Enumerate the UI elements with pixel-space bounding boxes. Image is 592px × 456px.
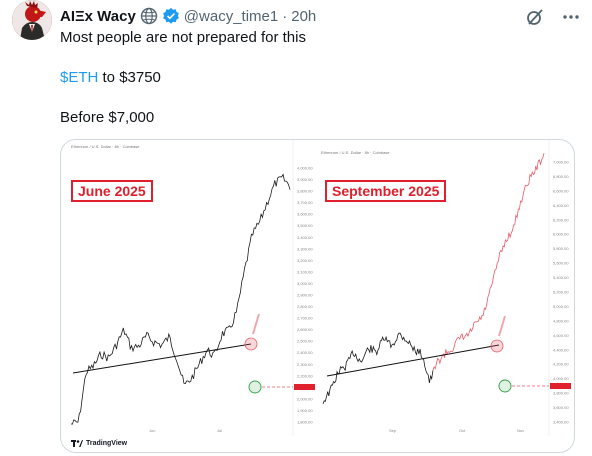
separator-dot: ·	[282, 7, 288, 25]
chart-panel-june: Ethereum / U.S. Dollar · 8h · Coinbase 4…	[65, 140, 315, 436]
price-axis-label: 1,900.00	[297, 408, 313, 413]
arrow-marker	[252, 313, 260, 335]
chart-september-svg: 7,000.00 6,800.00 6,600.00 6,400.00 6,200.00…	[322, 140, 571, 436]
chart-label-june: June 2025	[71, 180, 153, 202]
time-axis-label: Nov	[517, 428, 524, 433]
price-axis-label: 3,900.00	[297, 177, 313, 182]
tweet-body: Most people are not prepared for this $E…	[60, 28, 580, 128]
chart-label-september: September 2025	[325, 180, 447, 202]
more-icon[interactable]	[560, 6, 582, 28]
tweet-line-3: Before $7,000	[60, 109, 155, 126]
price-axis-label: 3,200.00	[297, 258, 313, 263]
support-price-tag	[550, 383, 571, 389]
price-axis-label: 4,200.00	[553, 362, 569, 367]
price-axis-label: 3,800.00	[553, 391, 569, 396]
tweet-header: AIΞx Wacy @wacy_time1 · 20h	[60, 6, 316, 26]
price-axis-label: 4,600.00	[553, 333, 569, 338]
verified-badge-icon[interactable]	[162, 7, 180, 25]
price-axis-label: 2,600.00	[297, 327, 313, 332]
eth-cashtag-link[interactable]: $ETH	[60, 69, 99, 86]
price-axis-label: 4,800.00	[553, 318, 569, 323]
tradingview-logo: TradingView	[71, 440, 127, 447]
price-axis-label: 6,600.00	[553, 188, 569, 193]
price-axis-label: 6,800.00	[553, 174, 569, 179]
chart-panel-september: Ethereum / U.S. Dollar · 8h · Coinbase 7…	[319, 140, 571, 436]
price-axis-label: 7,000.00	[553, 160, 569, 165]
author-name[interactable]: AIΞx Wacy	[60, 7, 136, 25]
price-axis-label: 4,400.00	[553, 347, 569, 352]
author-handle[interactable]: @wacy_time1	[183, 7, 279, 25]
price-axis-label: 2,500.00	[297, 339, 313, 344]
price-axis-label: 3,600.00	[297, 212, 313, 217]
chart-header-left: Ethereum / U.S. Dollar · 8h · Coinbase	[71, 144, 140, 149]
projection-line	[432, 153, 545, 371]
price-axis-label: 5,600.00	[553, 261, 569, 266]
chart-header-right: Ethereum / U.S. Dollar · 8h · Coinbase	[321, 150, 390, 155]
tweet-line-2-text: to $3750	[98, 69, 161, 86]
chart-june-svg: 4,000.00 3,900.00 3,800.00 3,700.00 3,600.00…	[70, 140, 315, 436]
price-axis-label: 2,400.00	[297, 350, 313, 355]
price-axis-label: 2,300.00	[297, 362, 313, 367]
header-actions	[524, 6, 582, 28]
time-axis-label: Sep	[389, 428, 397, 433]
breakdown-marker	[490, 339, 504, 353]
price-axis-label: 3,400.00	[297, 235, 313, 240]
grok-icon[interactable]	[524, 6, 546, 28]
support-marker	[498, 379, 512, 393]
price-axis-label: 2,000.00	[297, 396, 313, 401]
price-axis-label: 6,400.00	[553, 203, 569, 208]
price-axis-label: 3,700.00	[297, 200, 313, 205]
price-axis-label: 3,000.00	[297, 281, 313, 286]
price-line	[70, 173, 291, 425]
price-axis-label: 6,200.00	[553, 217, 569, 222]
support-marker	[248, 380, 262, 394]
price-axis-label: 1,800.00	[297, 420, 313, 425]
price-axis-label: 2,700.00	[297, 316, 313, 321]
support-price-tag	[294, 384, 315, 390]
price-axis-label: 2,900.00	[297, 293, 313, 298]
avatar[interactable]	[12, 0, 52, 40]
arrow-marker	[498, 315, 506, 337]
globe-icon	[140, 7, 158, 25]
tweet-line-2: $ETH to $3750	[60, 68, 580, 88]
price-axis-label: 3,100.00	[297, 269, 313, 274]
price-axis-label: 5,800.00	[553, 246, 569, 251]
price-axis-label: 3,400.00	[553, 420, 569, 425]
price-axis-label: 5,400.00	[553, 275, 569, 280]
tradingview-icon	[71, 440, 83, 447]
breakdown-marker	[244, 337, 258, 351]
price-axis-label: 2,200.00	[297, 373, 313, 378]
price-axis-label: 5,000.00	[553, 304, 569, 309]
time-axis-label: Jun	[149, 428, 155, 433]
price-axis-label: 3,300.00	[297, 246, 313, 251]
price-axis-label: 3,600.00	[553, 405, 569, 410]
price-axis-label: 5,200.00	[553, 290, 569, 295]
price-axis-label: 4,000.00	[553, 376, 569, 381]
price-line	[322, 332, 434, 404]
tweet-media-image[interactable]: Ethereum / U.S. Dollar · 8h · Coinbase 4…	[60, 139, 575, 453]
trendline	[72, 343, 252, 374]
tweet-line-1: Most people are not prepared for this	[60, 29, 306, 46]
price-axis-label: 6,000.00	[553, 232, 569, 237]
price-axis-label: 3,500.00	[297, 223, 313, 228]
timestamp[interactable]: 20h	[291, 7, 317, 25]
tradingview-label: TradingView	[86, 440, 128, 447]
time-axis-label: Jul	[217, 428, 222, 433]
avatar-image	[12, 0, 52, 40]
price-axis-label: 4,000.00	[297, 166, 313, 171]
price-axis-label: 3,800.00	[297, 189, 313, 194]
price-axis-label: 2,800.00	[297, 304, 313, 309]
time-axis-label: Oct	[459, 428, 466, 433]
trendline	[326, 344, 500, 377]
